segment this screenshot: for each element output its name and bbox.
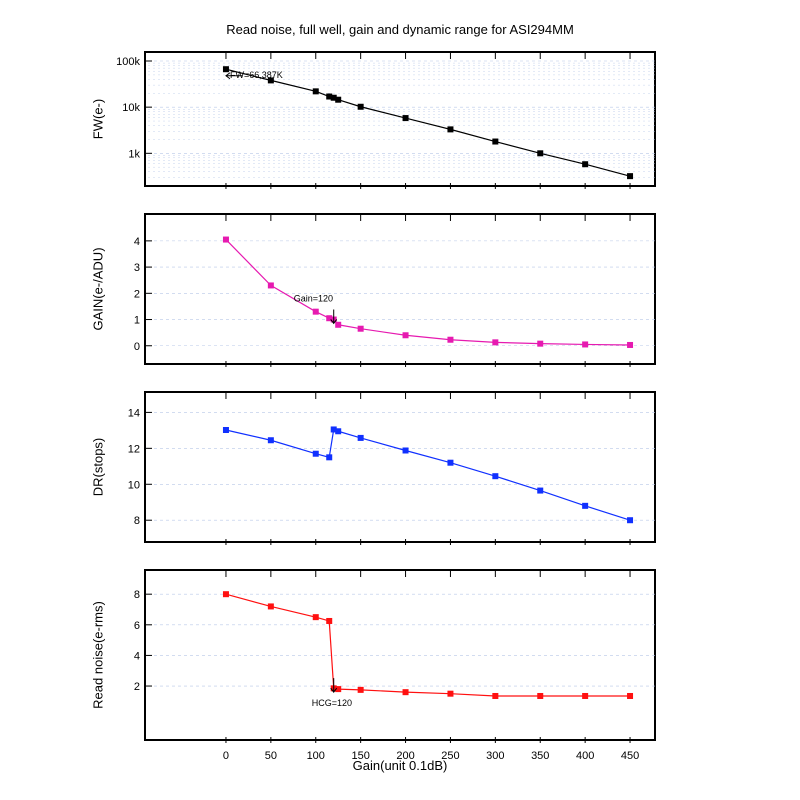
svg-text:8: 8 <box>134 589 140 601</box>
svg-text:0: 0 <box>134 341 140 353</box>
svg-text:3: 3 <box>134 262 140 274</box>
svg-text:10k: 10k <box>122 102 140 114</box>
chart-title: Read noise, full well, gain and dynamic … <box>0 22 800 37</box>
svg-text:Gain=120: Gain=120 <box>294 293 333 303</box>
svg-text:50: 50 <box>265 750 277 762</box>
svg-text:100k: 100k <box>116 56 140 68</box>
chart-page: Read noise, full well, gain and dynamic … <box>0 0 800 800</box>
ylabel-dr: DR(stops) <box>91 438 106 497</box>
panel-gain: 01234Gain=120GAIN(e-/ADU) <box>144 213 656 365</box>
svg-text:HCG=120: HCG=120 <box>312 698 352 708</box>
svg-text:400: 400 <box>576 750 594 762</box>
svg-text:6: 6 <box>134 620 140 632</box>
svg-text:FW=66,387K: FW=66,387K <box>230 70 283 80</box>
svg-text:14: 14 <box>128 407 140 419</box>
svg-text:350: 350 <box>531 750 549 762</box>
svg-text:2: 2 <box>134 681 140 693</box>
svg-text:1: 1 <box>134 315 140 327</box>
svg-text:4: 4 <box>134 236 140 248</box>
panel-dr: 8101214DR(stops) <box>144 391 656 543</box>
panel-rn: 2468050100150200250300350400450HCG=120Re… <box>144 569 656 741</box>
svg-text:300: 300 <box>486 750 504 762</box>
panel-stack: 1k10k100kFW=66,387KFW(e-) 01234Gain=120GA… <box>144 51 656 741</box>
ylabel-rn: Read noise(e-rms) <box>91 601 106 709</box>
svg-text:8: 8 <box>134 515 140 527</box>
ylabel-gain: GAIN(e-/ADU) <box>91 247 106 330</box>
svg-text:4: 4 <box>134 650 140 662</box>
svg-text:100: 100 <box>307 750 325 762</box>
xlabel: Gain(unit 0.1dB) <box>353 758 448 773</box>
svg-text:2: 2 <box>134 288 140 300</box>
svg-text:0: 0 <box>223 750 229 762</box>
panel-fw: 1k10k100kFW=66,387KFW(e-) <box>144 51 656 187</box>
svg-text:1k: 1k <box>128 148 140 160</box>
svg-text:10: 10 <box>128 479 140 491</box>
svg-text:450: 450 <box>621 750 639 762</box>
svg-text:12: 12 <box>128 443 140 455</box>
ylabel-fw: FW(e-) <box>91 99 106 139</box>
